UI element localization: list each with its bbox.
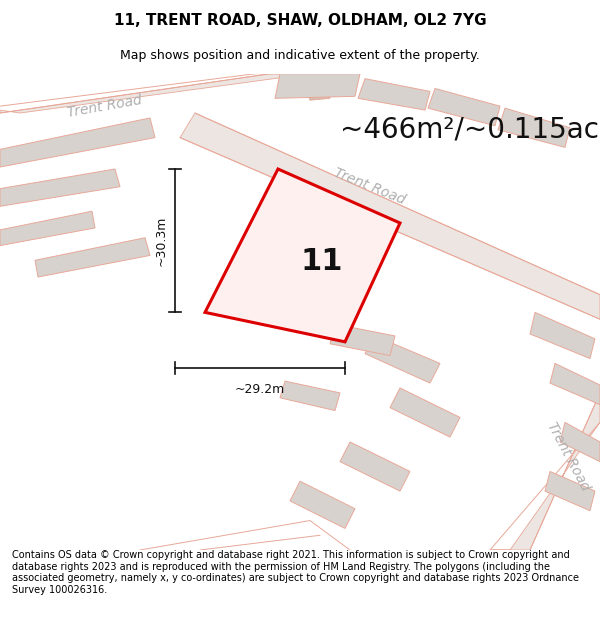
Text: ~30.3m: ~30.3m xyxy=(155,216,167,266)
Polygon shape xyxy=(0,74,310,113)
Polygon shape xyxy=(498,108,570,148)
Polygon shape xyxy=(280,381,340,411)
Polygon shape xyxy=(545,471,595,511)
Text: ~466m²/~0.115ac.: ~466m²/~0.115ac. xyxy=(340,116,600,144)
Polygon shape xyxy=(290,481,355,528)
Polygon shape xyxy=(550,363,600,404)
Polygon shape xyxy=(330,324,395,356)
Polygon shape xyxy=(0,118,155,167)
Text: Trent Road: Trent Road xyxy=(544,420,592,493)
Polygon shape xyxy=(530,312,595,359)
Text: 11, TRENT ROAD, SHAW, OLDHAM, OL2 7YG: 11, TRENT ROAD, SHAW, OLDHAM, OL2 7YG xyxy=(113,13,487,28)
Polygon shape xyxy=(0,169,120,206)
Polygon shape xyxy=(490,393,600,550)
Polygon shape xyxy=(428,89,500,126)
Polygon shape xyxy=(205,169,400,342)
Text: ~29.2m: ~29.2m xyxy=(235,384,285,396)
Text: 11: 11 xyxy=(301,247,343,276)
Text: Map shows position and indicative extent of the property.: Map shows position and indicative extent… xyxy=(120,49,480,62)
Text: Trent Road: Trent Road xyxy=(332,166,407,208)
Polygon shape xyxy=(35,238,150,277)
Polygon shape xyxy=(300,74,330,100)
Polygon shape xyxy=(358,79,430,110)
Polygon shape xyxy=(340,442,410,491)
Polygon shape xyxy=(250,226,330,270)
Polygon shape xyxy=(275,74,360,98)
Polygon shape xyxy=(560,422,600,462)
Polygon shape xyxy=(0,211,95,246)
Polygon shape xyxy=(180,113,600,319)
Polygon shape xyxy=(390,388,460,437)
Text: Contains OS data © Crown copyright and database right 2021. This information is : Contains OS data © Crown copyright and d… xyxy=(12,550,579,595)
Polygon shape xyxy=(365,336,440,383)
Text: Trent Road: Trent Road xyxy=(67,92,143,119)
